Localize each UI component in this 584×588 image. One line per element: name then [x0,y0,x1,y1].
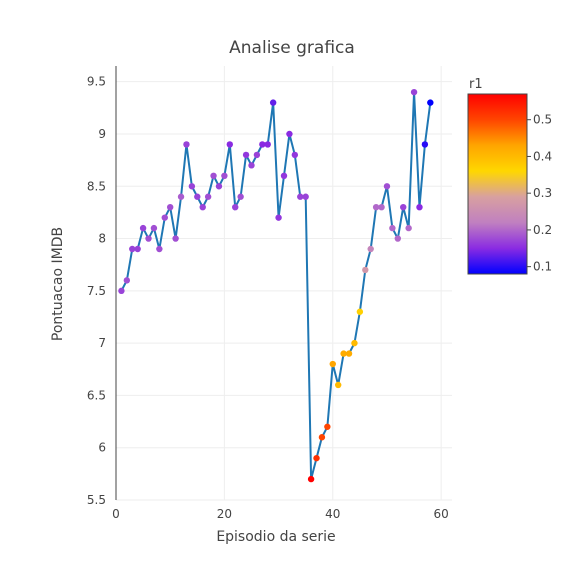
y-tick-label: 7.5 [87,284,106,298]
x-tick-label: 60 [434,507,449,521]
x-tick-label: 40 [325,507,340,521]
y-tick-label: 5.5 [87,493,106,507]
data-point [394,235,402,242]
data-point [324,423,331,430]
x-tick-labels: 0 20 40 60 [112,507,449,521]
data-point [351,339,358,347]
data-point [145,235,152,242]
colorbar-tick-label: 0.1 [533,260,552,274]
data-point [275,214,282,221]
data-point [264,141,271,148]
data-point [302,193,309,200]
series-line [120,92,432,480]
colorbar-tick-label: 0.3 [533,186,552,200]
data-point [150,224,158,232]
data-point [237,193,244,200]
y-tick-labels: 5.5 6 6.5 7 7.5 8 8.5 9 9.5 [87,75,106,507]
data-point [166,203,174,211]
chart-title: Analise grafica [229,38,355,58]
data-point [383,183,391,190]
data-point [199,203,206,211]
data-point [221,172,228,180]
data-point [177,193,185,200]
data-point [416,203,423,211]
data-point [226,141,234,148]
colorbar-tick-labels: 0.1 0.2 0.3 0.4 0.5 [527,113,552,274]
data-point [269,99,277,106]
data-point [356,308,364,315]
y-tick-label: 6.5 [87,388,106,402]
colorbar-tick-label: 0.4 [533,149,552,163]
data-point [188,183,196,190]
colorbar-gradient [467,93,528,275]
data-points [118,88,434,483]
data-point [129,245,136,253]
y-tick-label: 8.5 [87,179,106,193]
data-point [139,224,147,232]
colorbar-tick-label: 0.2 [533,223,552,237]
gridlines [116,66,452,501]
data-point [242,151,250,159]
data-point [280,172,288,180]
data-point [161,214,168,221]
x-tick-label: 20 [217,507,232,521]
colorbar-title: r1 [469,77,483,92]
data-point [253,151,261,159]
data-point [405,224,412,232]
y-axis-label: Pontuacao IMDB [50,227,66,341]
y-tick-label: 6 [98,441,106,455]
data-point [156,245,163,253]
data-point [334,381,342,389]
data-point [172,235,179,242]
data-point [286,130,293,138]
data-point [215,183,223,190]
x-tick-label: 0 [112,507,120,521]
y-tick-label: 7 [98,336,106,350]
data-point [118,287,125,295]
data-point [318,434,326,441]
data-point [378,203,385,211]
data-point [410,88,418,96]
data-point [362,266,369,274]
y-tick-label: 9.5 [87,75,106,89]
data-point [248,162,255,169]
data-point [259,141,266,148]
data-point [232,203,239,211]
data-point [340,350,347,357]
data-point [210,172,217,180]
data-point [134,245,141,253]
data-point [307,475,315,483]
data-point [297,193,304,200]
data-point [194,193,201,200]
data-point [204,193,212,200]
data-point [372,203,380,211]
y-tick-label: 9 [98,127,106,141]
data-point [345,350,353,357]
data-point [123,277,131,284]
data-point [367,245,374,253]
data-point [329,360,336,368]
data-point [427,99,434,106]
data-point [421,141,429,148]
data-point [389,224,396,232]
colorbar: r1 0.1 0.2 0.3 0.4 0.5 [467,77,552,275]
y-tick-label: 8 [98,232,106,246]
data-point [291,151,299,159]
x-axis-label: Episodio da serie [216,529,335,545]
colorbar-tick-label: 0.5 [533,113,552,127]
series-polyline [120,92,432,480]
data-point [183,141,190,148]
data-point [400,203,407,211]
data-point [313,454,320,462]
